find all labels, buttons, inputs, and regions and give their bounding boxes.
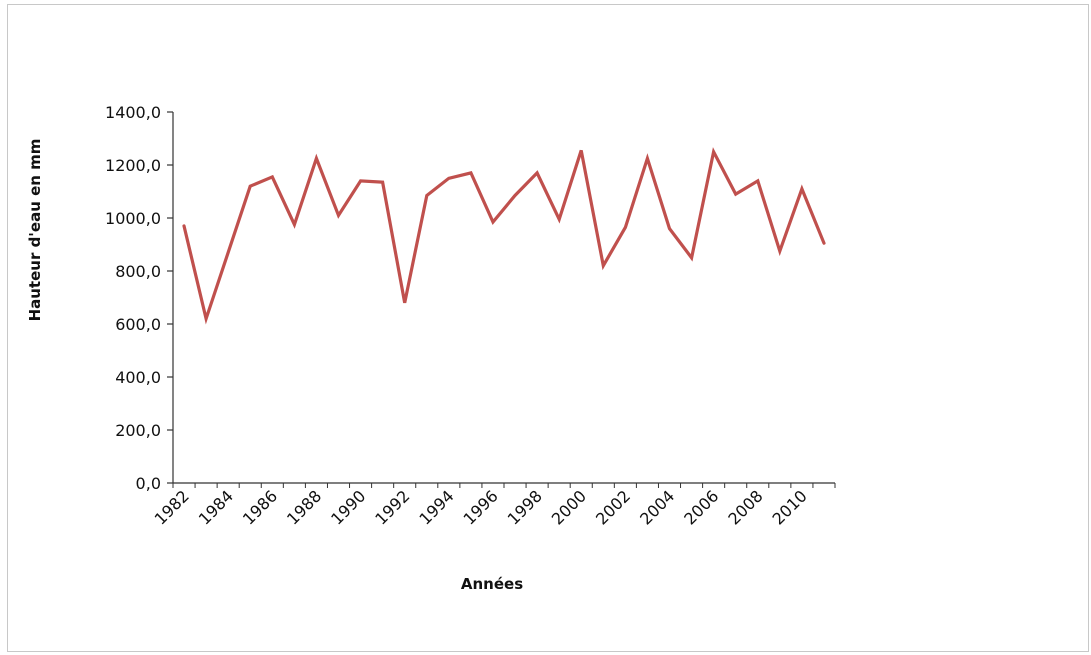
x-tick-label: 1984 (195, 486, 237, 528)
x-tick-label: 2004 (636, 486, 678, 528)
y-tick-label: 0,0 (136, 474, 161, 493)
x-tick-label: 2010 (769, 486, 811, 528)
x-tick-label: 1992 (371, 486, 413, 528)
x-tick-label: 1986 (239, 486, 281, 528)
x-axis-title: Années (461, 575, 523, 593)
y-tick-label: 200,0 (115, 421, 161, 440)
y-axis-title: Hauteur d'eau en mm (26, 139, 44, 322)
x-tick-label: 2002 (592, 486, 634, 528)
y-tick-label: 1400,0 (105, 103, 161, 122)
x-tick-label: 2006 (680, 486, 722, 528)
series-group (182, 147, 826, 325)
y-tick-label: 1200,0 (105, 156, 161, 175)
series-line (182, 147, 826, 325)
chart-frame: 0,0 200,0 400,0 600,0 800,0 1000,0 1200,0 1400,… (7, 4, 1089, 652)
x-tick-label: 1996 (460, 486, 502, 528)
y-tick-label: 800,0 (115, 262, 161, 281)
x-tick-label: 2000 (548, 486, 590, 528)
y-axis: 0,0 200,0 400,0 600,0 800,0 1000,0 1200,0 1400,… (105, 103, 174, 493)
x-tick-label: 1998 (504, 486, 546, 528)
line-chart: 0,0 200,0 400,0 600,0 800,0 1000,0 1200,0 1400,… (26, 103, 836, 593)
x-tick-label: 2008 (724, 486, 766, 528)
x-tick-label: 1994 (415, 486, 457, 528)
y-tick-label: 1000,0 (105, 209, 161, 228)
y-tick-label: 600,0 (115, 315, 161, 334)
x-tick-label: 1990 (327, 486, 369, 528)
x-tick-label: 1988 (283, 486, 325, 528)
y-tick-label: 400,0 (115, 368, 161, 387)
x-axis: 1982 1984 1986 1988 1990 1992 1994 1996 1998 2000… (151, 482, 836, 529)
